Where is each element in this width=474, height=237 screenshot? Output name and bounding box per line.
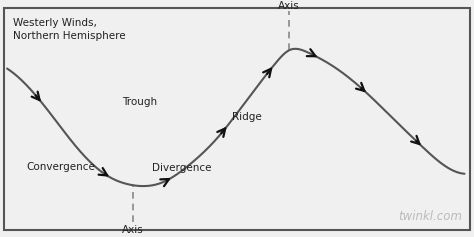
Text: Westerly Winds,
Northern Hemisphere: Westerly Winds, Northern Hemisphere bbox=[13, 18, 126, 41]
Text: Convergence: Convergence bbox=[26, 162, 95, 172]
Text: twinkl.com: twinkl.com bbox=[398, 210, 462, 223]
Text: Axis: Axis bbox=[278, 1, 300, 11]
Text: Axis: Axis bbox=[122, 225, 144, 235]
Text: Ridge: Ridge bbox=[232, 112, 262, 122]
Text: Divergence: Divergence bbox=[152, 163, 211, 173]
Text: Trough: Trough bbox=[122, 97, 157, 107]
